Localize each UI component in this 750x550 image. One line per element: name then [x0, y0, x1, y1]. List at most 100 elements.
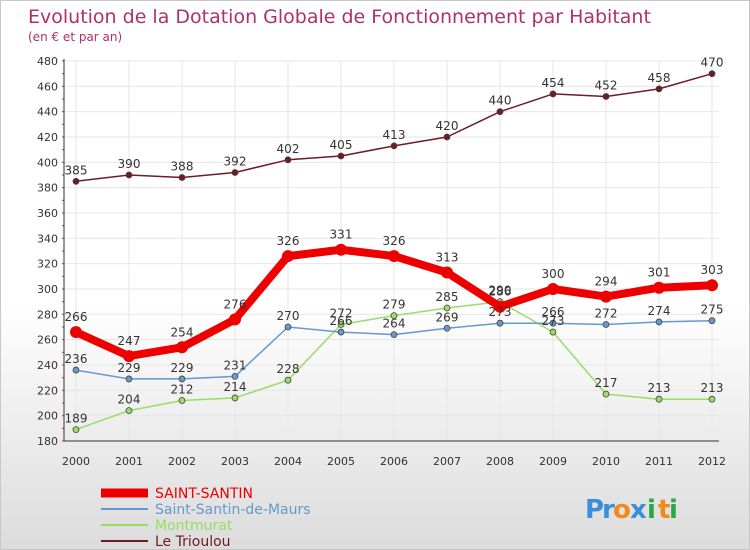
y-tick-label: 380	[37, 182, 58, 195]
data-label: 276	[224, 297, 247, 311]
data-point	[708, 317, 716, 325]
data-label: 217	[595, 376, 618, 390]
data-point	[655, 318, 663, 326]
y-tick-label: 320	[37, 258, 58, 271]
y-tick-label: 200	[37, 410, 58, 423]
legend-label: Saint-Santin-de-Maurs	[155, 502, 311, 518]
legend-label: SAINT-SANTIN	[155, 486, 253, 502]
x-tick-label: 2002	[168, 455, 196, 468]
data-point	[443, 324, 451, 332]
y-tick-label: 220	[37, 384, 58, 397]
data-point	[549, 90, 557, 98]
data-point	[655, 85, 663, 93]
data-label: 266	[65, 310, 88, 324]
data-point	[496, 319, 504, 327]
data-label: 303	[701, 263, 724, 277]
data-point	[443, 304, 451, 312]
data-label: 440	[489, 94, 512, 108]
data-label: 390	[118, 157, 141, 171]
data-label: 454	[542, 76, 565, 90]
data-point	[390, 312, 398, 320]
data-point	[284, 376, 292, 384]
data-point	[72, 366, 80, 374]
data-label: 385	[65, 163, 88, 177]
data-point	[547, 283, 559, 295]
data-label: 266	[542, 305, 565, 319]
data-point	[708, 70, 716, 78]
data-label: 331	[330, 228, 353, 242]
data-label: 229	[171, 361, 194, 375]
logo-letter: x	[630, 495, 647, 525]
legend: SAINT-SANTINSaint-Santin-de-MaursMontmur…	[101, 486, 311, 549]
data-point	[282, 250, 294, 263]
data-label: 279	[383, 298, 406, 312]
data-label: 294	[595, 275, 618, 289]
y-tick-label: 340	[37, 232, 58, 245]
data-label: 402	[277, 142, 300, 156]
data-label: 458	[648, 71, 671, 85]
data-label: 300	[542, 267, 565, 281]
x-tick-label: 2004	[274, 455, 302, 468]
data-labels: 385 390 388 392 402 405 413 420 440 454 452 458 470 1…	[65, 56, 724, 426]
x-tick-label: 2010	[592, 455, 620, 468]
y-tick-label: 280	[37, 308, 58, 321]
data-point	[390, 142, 398, 150]
x-tick-label: 2006	[380, 455, 408, 468]
data-label: 388	[171, 160, 194, 174]
data-label: 313	[436, 251, 459, 265]
data-point	[70, 326, 82, 339]
y-tick-label: 460	[37, 80, 58, 93]
data-point	[229, 313, 241, 326]
data-point	[708, 395, 716, 403]
data-label: 274	[648, 304, 671, 318]
data-point	[337, 328, 345, 336]
data-point	[549, 319, 557, 327]
grid	[64, 60, 719, 442]
y-tick-label: 300	[37, 283, 58, 296]
data-point	[176, 341, 188, 354]
data-label: 270	[277, 309, 300, 323]
data-point	[125, 375, 133, 383]
x-tick-label: 2001	[115, 455, 143, 468]
proxiti-logo: Pro x i ti	[585, 495, 678, 525]
y-tick-label: 480	[37, 55, 58, 68]
y-tick-label: 240	[37, 359, 58, 372]
data-label: 326	[277, 234, 300, 248]
data-point	[231, 169, 239, 176]
data-label: 452	[595, 78, 618, 92]
data-label: 272	[595, 306, 618, 320]
x-tick-label: 2011	[645, 455, 673, 468]
data-label: 272	[330, 306, 353, 320]
data-point	[72, 177, 80, 185]
data-label: 229	[118, 361, 141, 375]
data-label: 273	[542, 314, 565, 328]
y-tick-label: 360	[37, 207, 58, 220]
data-point	[178, 397, 186, 404]
data-label: 228	[277, 362, 300, 376]
data-label: 247	[118, 334, 141, 348]
data-label: 212	[171, 382, 194, 396]
x-tick-label: 2007	[433, 455, 461, 468]
data-point	[706, 279, 718, 292]
data-label: 264	[383, 317, 406, 331]
logo-letter: i	[669, 495, 678, 525]
y-tick-label: 440	[37, 106, 58, 119]
x-tick-label: 2008	[486, 455, 514, 468]
data-point	[441, 266, 453, 279]
data-point	[388, 250, 400, 263]
data-label: 266	[330, 314, 353, 328]
data-point	[653, 281, 665, 294]
data-label: 326	[383, 234, 406, 248]
axes: 180 200 220 240 260 280 300 320 340 360 380 400 420 4…	[37, 55, 726, 468]
data-point	[496, 108, 504, 116]
data-point	[337, 152, 345, 160]
data-point	[602, 321, 610, 328]
data-label: 273	[489, 305, 512, 319]
data-label: 231	[224, 358, 247, 372]
data-label: 189	[65, 412, 88, 426]
data-label: 269	[436, 310, 459, 324]
y-tick-label: 420	[37, 131, 58, 144]
data-label: 301	[648, 266, 671, 280]
